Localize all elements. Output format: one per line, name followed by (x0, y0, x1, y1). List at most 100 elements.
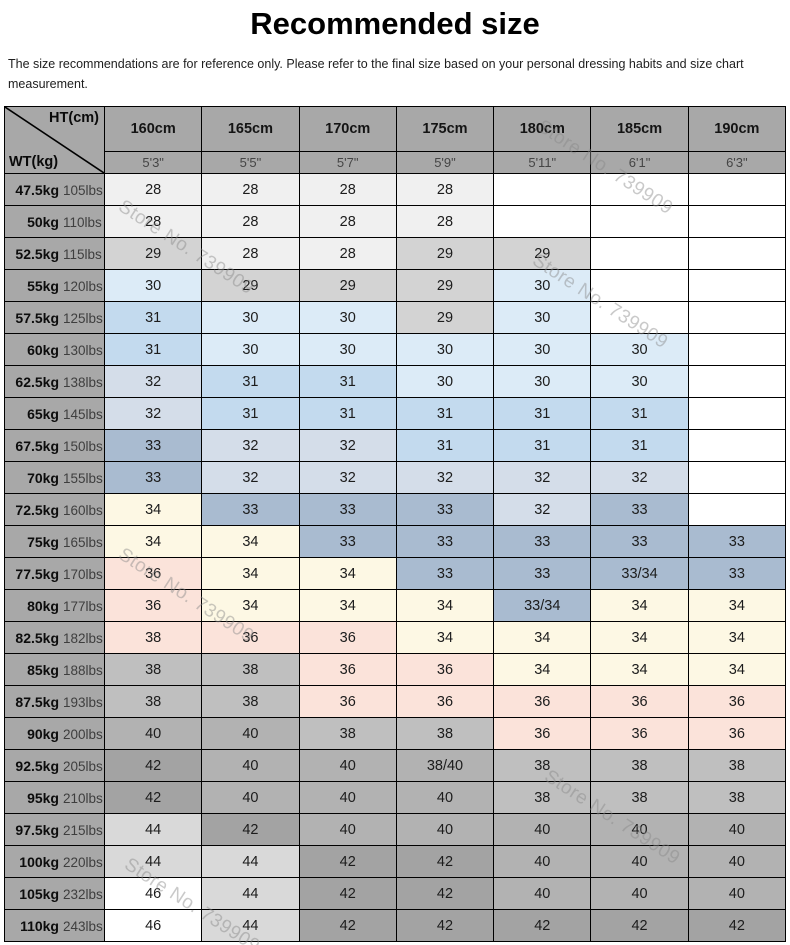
size-cell: 34 (590, 621, 689, 654)
diagonal-line-icon (5, 107, 104, 173)
table-row: 67.5kg 150lbs 33 32 32 31 31 31 (4, 429, 787, 462)
row-header-weight: 82.5kg 182lbs (4, 621, 105, 654)
size-cell: 30 (493, 301, 592, 334)
size-cell: 44 (103, 845, 203, 878)
size-cell: 42 (395, 877, 495, 910)
size-cell: 34 (103, 525, 203, 558)
size-cell: 40 (103, 717, 203, 750)
size-cell: 28 (201, 237, 300, 270)
size-cell: 42 (298, 845, 397, 878)
size-cell: 44 (201, 909, 300, 942)
empty-cell (590, 205, 689, 238)
size-cell: 28 (103, 205, 203, 238)
table-row: 62.5kg 138lbs 32 31 31 30 30 30 (4, 365, 787, 398)
size-cell: 33 (395, 493, 495, 526)
size-cell: 38/40 (395, 749, 495, 782)
size-cell: 42 (201, 813, 300, 846)
size-cell: 28 (298, 237, 397, 270)
size-cell: 33 (298, 525, 397, 558)
size-cell: 29 (395, 301, 495, 334)
size-cell: 34 (395, 621, 495, 654)
size-cell: 46 (103, 877, 203, 910)
size-cell: 42 (395, 909, 495, 942)
size-cell: 33 (395, 557, 495, 590)
empty-cell (687, 461, 787, 494)
size-cell: 36 (298, 621, 397, 654)
size-cell: 34 (201, 525, 300, 558)
size-cell: 31 (493, 429, 592, 462)
size-cell: 36 (395, 653, 495, 686)
size-cell: 40 (493, 877, 592, 910)
size-cell: 30 (201, 301, 300, 334)
size-cell: 40 (395, 813, 495, 846)
size-cell: 38 (493, 781, 592, 814)
size-cell: 31 (298, 397, 397, 430)
size-cell: 34 (493, 653, 592, 686)
size-cell: 32 (103, 397, 203, 430)
size-cell: 42 (590, 909, 689, 942)
size-cell: 40 (590, 813, 689, 846)
size-cell: 29 (201, 269, 300, 302)
size-cell: 31 (590, 397, 689, 430)
size-cell: 29 (395, 237, 495, 270)
col-header-160cm: 160cm (103, 106, 203, 152)
row-header-weight: 80kg 177lbs (4, 589, 105, 622)
size-cell: 33 (395, 525, 495, 558)
table-row: 55kg 120lbs 30 29 29 29 30 (4, 269, 787, 302)
size-cell: 40 (590, 845, 689, 878)
table-row: 70kg 155lbs 33 32 32 32 32 32 (4, 461, 787, 494)
size-cell: 33 (103, 461, 203, 494)
table-row: 50kg 110lbs 28 28 28 28 (4, 205, 787, 238)
size-cell: 40 (590, 877, 689, 910)
size-cell: 32 (298, 429, 397, 462)
size-cell: 32 (493, 493, 592, 526)
size-cell: 36 (201, 621, 300, 654)
empty-cell (687, 301, 787, 334)
size-cell: 36 (493, 685, 592, 718)
empty-cell (687, 397, 787, 430)
size-cell: 33 (590, 525, 689, 558)
row-header-weight: 50kg 110lbs (4, 205, 105, 238)
size-cell: 33 (103, 429, 203, 462)
size-cell: 28 (298, 173, 397, 206)
size-cell: 38 (687, 781, 787, 814)
size-cell: 28 (201, 205, 300, 238)
size-cell: 34 (687, 653, 787, 686)
size-cell: 42 (493, 909, 592, 942)
size-cell: 38 (103, 685, 203, 718)
size-cell: 30 (493, 365, 592, 398)
row-header-weight: 60kg 130lbs (4, 333, 105, 366)
row-header-weight: 92.5kg 205lbs (4, 749, 105, 782)
table-row: 82.5kg 182lbs 38 36 36 34 34 34 34 (4, 621, 787, 654)
size-cell: 29 (395, 269, 495, 302)
row-header-weight: 87.5kg 193lbs (4, 685, 105, 718)
size-cell: 31 (201, 397, 300, 430)
size-cell: 38 (298, 717, 397, 750)
table-row: 95kg 210lbs 42 40 40 40 38 38 38 (4, 781, 787, 814)
row-header-weight: 85kg 188lbs (4, 653, 105, 686)
size-cell: 29 (298, 269, 397, 302)
col-subheader-ft: 5'9" (395, 150, 495, 175)
size-cell: 42 (103, 781, 203, 814)
table-row: 80kg 177lbs 36 34 34 34 33/34 34 34 (4, 589, 787, 622)
row-header-weight: 55kg 120lbs (4, 269, 105, 302)
empty-cell (687, 493, 787, 526)
size-cell: 46 (103, 909, 203, 942)
size-cell: 40 (687, 877, 787, 910)
empty-cell (687, 173, 787, 206)
size-cell: 32 (298, 461, 397, 494)
size-cell: 38 (201, 685, 300, 718)
table-row: 60kg 130lbs 31 30 30 30 30 30 (4, 333, 787, 366)
size-cell: 30 (298, 333, 397, 366)
row-header-weight: 100kg 220lbs (4, 845, 105, 878)
size-cell: 44 (103, 813, 203, 846)
size-cell: 29 (493, 237, 592, 270)
row-header-weight: 105kg 232lbs (4, 877, 105, 910)
row-header-weight: 90kg 200lbs (4, 717, 105, 750)
size-cell: 33 (298, 493, 397, 526)
size-cell: 38 (103, 653, 203, 686)
empty-cell (590, 237, 689, 270)
size-cell: 28 (395, 205, 495, 238)
size-cell: 34 (590, 589, 689, 622)
col-subheader-ft: 5'3" (103, 150, 203, 175)
